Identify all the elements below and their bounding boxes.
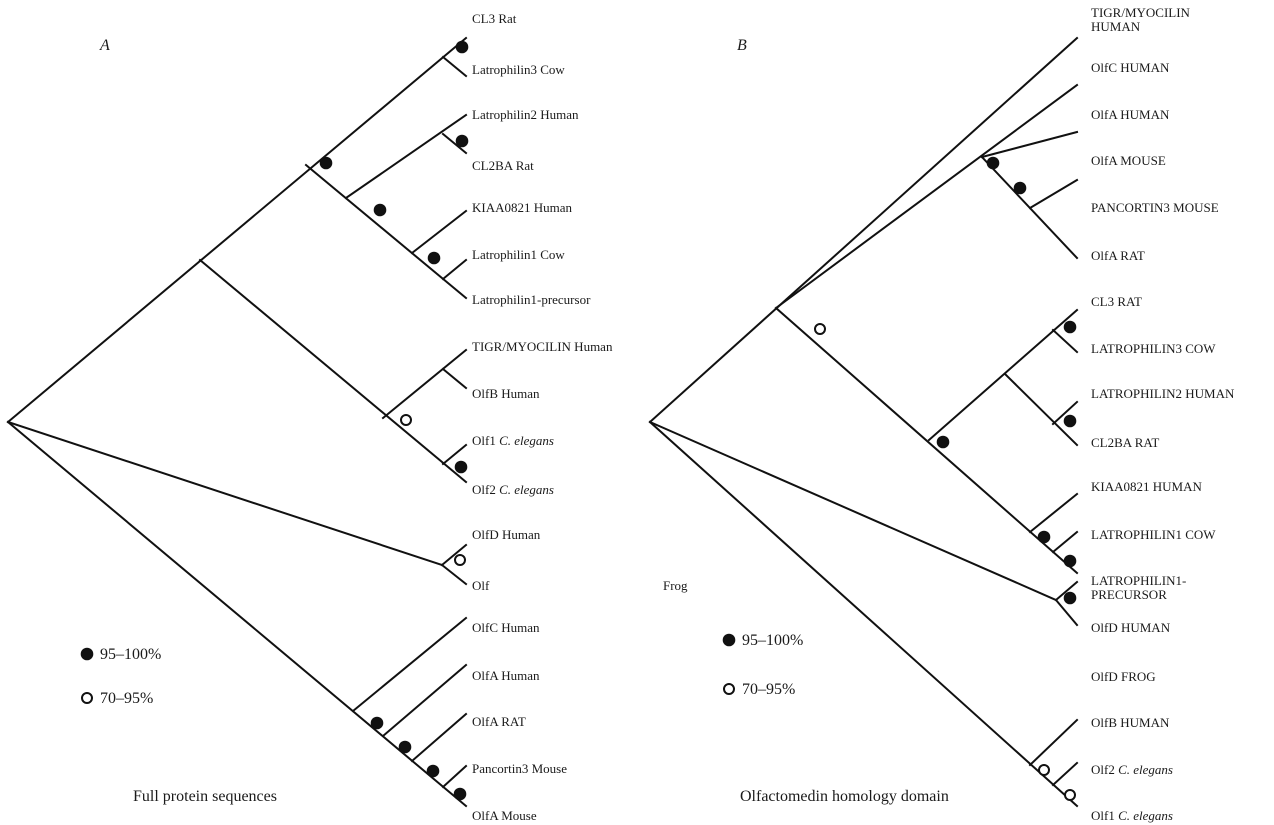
legend-filled-dot: [722, 633, 736, 647]
leaf-name-line2: PRECURSOR: [1091, 587, 1167, 602]
leaf-name-line2: HUMAN: [1091, 19, 1141, 34]
leaf-label: OlfD HUMAN: [1091, 620, 1171, 635]
leaf-label: PANCORTIN3 MOUSE: [1091, 200, 1219, 215]
panel-a: A: [6, 11, 613, 823]
legend-filled-label: 95–100%: [100, 646, 161, 663]
support-dot-high: [1063, 320, 1077, 334]
leaf-name: LATROPHILIN1-: [1091, 573, 1186, 588]
panel-a-caption: Full protein sequences: [133, 788, 277, 805]
support-dot-medium: [1064, 789, 1076, 801]
support-dot-high: [454, 460, 468, 474]
support-dot-medium: [814, 323, 826, 335]
support-dot-medium: [1038, 764, 1050, 776]
support-dot-high: [398, 740, 412, 754]
leaf-label: CL3 RAT: [1091, 294, 1142, 309]
leaf-label: TIGR/MYOCILIN Human: [472, 339, 613, 354]
leaf-label: OlfA RAT: [472, 714, 526, 729]
support-dot-medium: [454, 554, 466, 566]
leaf-label: OlfA Mouse: [472, 808, 537, 823]
leaf-label: Olf1 C. elegans: [472, 433, 554, 448]
leaf-label: LATROPHILIN1-PRECURSOR: [1091, 573, 1186, 602]
leaf-label: Olf1 C. elegans: [1091, 808, 1173, 823]
leaf-label: Olf: [472, 578, 490, 593]
leaf-species: C. elegans: [499, 482, 554, 497]
leaf-name: TIGR/MYOCILIN: [1091, 5, 1191, 20]
leaf-name: Olf2: [1091, 762, 1115, 777]
panel-b: B: [648, 5, 1235, 823]
leaf-label: CL2BA Rat: [472, 158, 534, 173]
support-dot-high: [319, 156, 333, 170]
legend-filled-label: 95–100%: [742, 632, 803, 649]
support-dot-high: [1063, 554, 1077, 568]
panel-b-support-dots: [814, 156, 1077, 801]
panel-a-letter: A: [99, 37, 110, 54]
support-dot-high: [455, 134, 469, 148]
panel-a-branches: [6, 36, 468, 808]
leaf-label: OlfA MOUSE: [1091, 153, 1166, 168]
support-dot-high: [1037, 530, 1051, 544]
leaf-label: OlfB Human: [472, 386, 540, 401]
leaf-label: TIGR/MYOCILIN HUMAN: [1091, 5, 1191, 34]
leaf-label: OlfC Human: [472, 620, 540, 635]
leaf-label: Olf2 C. elegans: [1091, 762, 1173, 777]
panel-b-letter: B: [737, 37, 747, 54]
leaf-label: OlfB HUMAN: [1091, 715, 1170, 730]
leaf-label: Latrophilin1 Cow: [472, 247, 565, 262]
stray-label: Frog: [663, 578, 688, 593]
leaf-label: OlfC HUMAN: [1091, 60, 1170, 75]
support-dot-high: [427, 251, 441, 265]
leaf-label: OlfD FROG: [1091, 669, 1156, 684]
support-dot-high: [936, 435, 950, 449]
leaf-label: LATROPHILIN3 COW: [1091, 341, 1216, 356]
leaf-label: Latrophilin3 Cow: [472, 62, 565, 77]
leaf-label: OlfD Human: [472, 527, 541, 542]
leaf-name: Olf2: [472, 482, 496, 497]
leaf-species: C. elegans: [1118, 808, 1173, 823]
leaf-label: KIAA0821 Human: [472, 200, 573, 215]
legend-filled-dot: [80, 647, 94, 661]
panel-b-legend: 95–100% 70–95%: [722, 632, 803, 698]
leaf-name: Olf1: [472, 433, 496, 448]
leaf-label: LATROPHILIN2 HUMAN: [1091, 386, 1235, 401]
leaf-label: Latrophilin2 Human: [472, 107, 579, 122]
leaf-label: CL2BA RAT: [1091, 435, 1159, 450]
panel-a-legend: 95–100% 70–95%: [80, 646, 161, 707]
leaf-label: LATROPHILIN1 COW: [1091, 527, 1216, 542]
legend-open-dot: [81, 692, 93, 704]
leaf-label: OlfA HUMAN: [1091, 107, 1170, 122]
leaf-label: OlfA RAT: [1091, 248, 1145, 263]
support-dot-high: [1063, 591, 1077, 605]
support-dot-high: [1063, 414, 1077, 428]
support-dot-high: [455, 40, 469, 54]
legend-open-label: 70–95%: [100, 690, 153, 707]
support-dot-high: [426, 764, 440, 778]
panel-b-leaf-labels: TIGR/MYOCILIN HUMAN OlfC HUMAN OlfA HUMAN…: [1091, 5, 1235, 823]
leaf-species: C. elegans: [1118, 762, 1173, 777]
support-dot-high: [453, 787, 467, 801]
leaf-species: C. elegans: [499, 433, 554, 448]
leaf-label: Latrophilin1-precursor: [472, 292, 591, 307]
leaf-label: Olf2 C. elegans: [472, 482, 554, 497]
legend-open-label: 70–95%: [742, 681, 795, 698]
panel-b-caption: Olfactomedin homology domain: [740, 788, 949, 805]
support-dot-high: [986, 156, 1000, 170]
leaf-label: KIAA0821 HUMAN: [1091, 479, 1202, 494]
support-dot-high: [373, 203, 387, 217]
support-dot-high: [370, 716, 384, 730]
panel-a-support-dots: [319, 40, 469, 801]
support-dot-medium: [400, 414, 412, 426]
leaf-label: OlfA Human: [472, 668, 540, 683]
panel-b-branches: [648, 36, 1079, 808]
panel-a-leaf-labels: CL3 Rat Latrophilin3 Cow Latrophilin2 Hu…: [472, 11, 613, 823]
leaf-label: CL3 Rat: [472, 11, 517, 26]
support-dot-high: [1013, 181, 1027, 195]
leaf-name: Olf1: [1091, 808, 1115, 823]
legend-open-dot: [723, 683, 735, 695]
leaf-label: Pancortin3 Mouse: [472, 761, 567, 776]
